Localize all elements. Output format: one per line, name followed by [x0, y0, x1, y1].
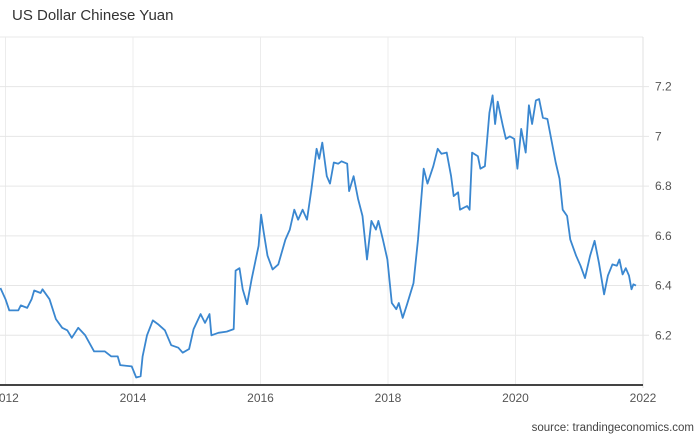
- x-tick-label: 2012: [0, 391, 19, 405]
- x-tick-label: 2014: [120, 391, 147, 405]
- x-tick-label: 2016: [247, 391, 274, 405]
- series-line: [0, 94, 637, 379]
- y-tick-label: 6.4: [655, 279, 672, 293]
- y-tick-label: 7: [655, 129, 662, 143]
- y-tick-label: 6.8: [655, 179, 672, 193]
- x-tick-label: 2020: [502, 391, 529, 405]
- source-credit: source: trandingeconomics.com: [531, 422, 694, 434]
- x-tick-label: 2018: [375, 391, 402, 405]
- y-tick-label: 6.6: [655, 229, 672, 243]
- x-tick-label: 2022: [630, 391, 657, 405]
- chart-title: US Dollar Chinese Yuan: [12, 7, 174, 24]
- y-tick-label: 7.2: [655, 80, 672, 94]
- y-tick-label: 6.2: [655, 328, 672, 342]
